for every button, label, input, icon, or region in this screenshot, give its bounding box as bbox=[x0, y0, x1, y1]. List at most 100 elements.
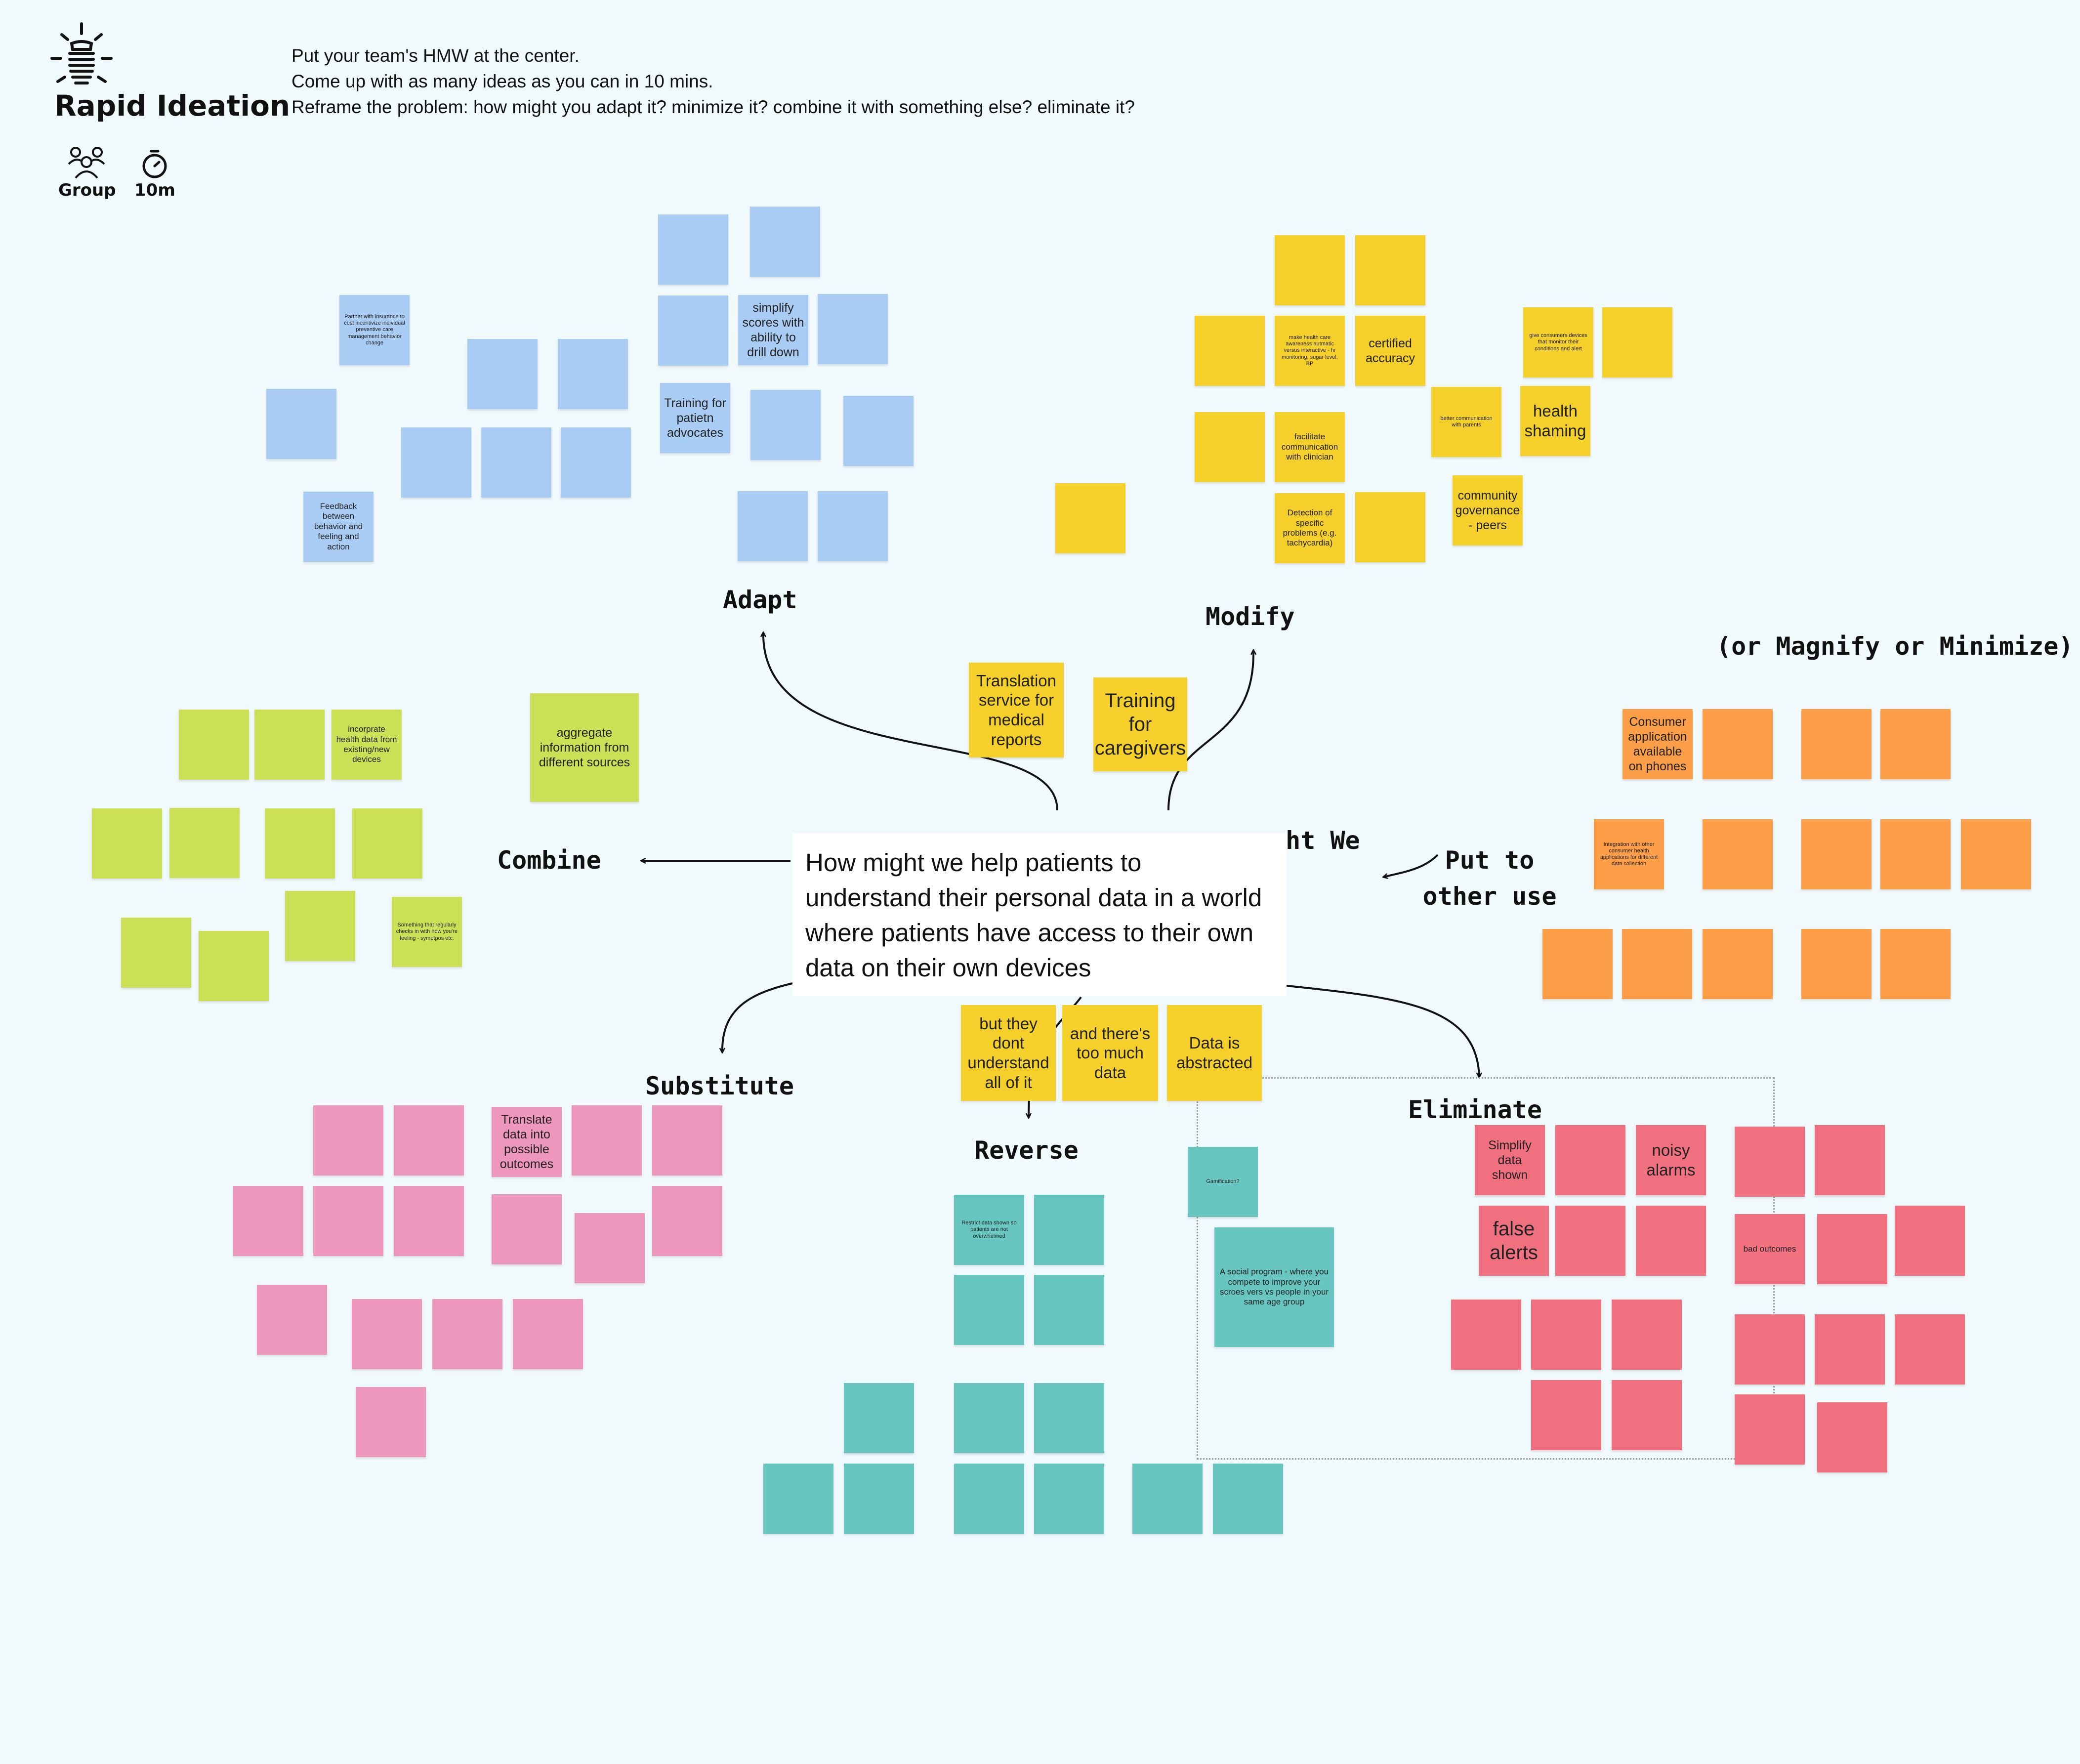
sticky-note[interactable] bbox=[1355, 492, 1425, 562]
sticky-note[interactable] bbox=[1055, 483, 1125, 553]
sticky-note[interactable] bbox=[1703, 819, 1773, 889]
sticky-note[interactable] bbox=[738, 491, 808, 561]
sticky-note[interactable] bbox=[394, 1105, 464, 1176]
sticky-note[interactable] bbox=[121, 918, 191, 988]
sticky-note[interactable] bbox=[481, 427, 551, 498]
sticky-note[interactable] bbox=[750, 207, 820, 277]
sticky-note[interactable] bbox=[818, 491, 888, 561]
sticky-note[interactable]: Restrict data shown so patients are not … bbox=[954, 1195, 1024, 1265]
sticky-note[interactable] bbox=[1275, 235, 1345, 305]
sticky-note[interactable] bbox=[954, 1275, 1024, 1345]
sticky-note[interactable] bbox=[1817, 1402, 1887, 1472]
sticky-note[interactable]: Something that regularly checks in with … bbox=[392, 897, 462, 967]
sticky-note[interactable] bbox=[652, 1105, 722, 1176]
sticky-note[interactable]: Feedback between behavior and feeling an… bbox=[303, 492, 374, 562]
sticky-note[interactable] bbox=[1895, 1206, 1965, 1276]
sticky-note[interactable] bbox=[1531, 1300, 1601, 1370]
hmw-card[interactable]: How might we help patients to understand… bbox=[792, 833, 1287, 996]
sticky-note[interactable] bbox=[1195, 412, 1265, 482]
sticky-note[interactable] bbox=[1555, 1125, 1625, 1195]
sticky-note[interactable] bbox=[1801, 709, 1872, 779]
sticky-note[interactable] bbox=[257, 1285, 327, 1355]
sticky-note[interactable] bbox=[285, 891, 355, 961]
sticky-note[interactable] bbox=[1817, 1214, 1887, 1284]
sticky-note[interactable] bbox=[1735, 1127, 1805, 1197]
sticky-note[interactable]: A social program - where you compete to … bbox=[1214, 1227, 1334, 1347]
sticky-note[interactable] bbox=[658, 214, 728, 285]
sticky-note[interactable]: give consumers devices that monitor thei… bbox=[1523, 307, 1593, 378]
sticky-note[interactable] bbox=[818, 294, 888, 364]
sticky-note[interactable] bbox=[1895, 1314, 1965, 1385]
sticky-note[interactable]: certified accuracy bbox=[1355, 316, 1425, 386]
sticky-note[interactable]: Consumer application available on phones bbox=[1622, 709, 1693, 779]
sticky-note[interactable]: aggregate information from different sou… bbox=[530, 693, 639, 802]
sticky-note[interactable] bbox=[254, 710, 325, 780]
sticky-note[interactable] bbox=[1815, 1125, 1885, 1195]
sticky-note[interactable] bbox=[1132, 1464, 1203, 1534]
sticky-note[interactable]: noisy alarms bbox=[1636, 1125, 1706, 1195]
sticky-note[interactable]: simplify scores with ability to drill do… bbox=[738, 295, 808, 365]
sticky-note[interactable] bbox=[1880, 709, 1951, 779]
sticky-note[interactable]: Detection of specific problems (e.g. tac… bbox=[1275, 493, 1345, 563]
sticky-note[interactable] bbox=[558, 339, 628, 409]
sticky-note[interactable] bbox=[658, 295, 728, 366]
sticky-note[interactable] bbox=[1034, 1464, 1104, 1534]
sticky-note[interactable]: but they dont understand all of it bbox=[961, 1005, 1056, 1101]
sticky-note[interactable] bbox=[750, 390, 821, 460]
sticky-note[interactable] bbox=[1555, 1206, 1625, 1276]
sticky-note[interactable] bbox=[1612, 1380, 1682, 1450]
sticky-note[interactable] bbox=[233, 1186, 303, 1256]
sticky-note[interactable] bbox=[1880, 819, 1951, 889]
sticky-note[interactable] bbox=[1961, 819, 2031, 889]
sticky-note[interactable] bbox=[265, 808, 335, 879]
sticky-note[interactable]: Simplify data shown bbox=[1475, 1125, 1545, 1195]
sticky-note[interactable]: false alerts bbox=[1479, 1206, 1549, 1276]
sticky-note[interactable]: facilitate communication with clinician bbox=[1275, 412, 1345, 482]
sticky-note[interactable] bbox=[432, 1299, 502, 1369]
sticky-note[interactable] bbox=[313, 1186, 383, 1256]
sticky-note[interactable] bbox=[1034, 1383, 1104, 1453]
sticky-note[interactable] bbox=[492, 1194, 562, 1264]
sticky-note[interactable] bbox=[356, 1387, 426, 1457]
sticky-note[interactable]: incorprate health data from existing/new… bbox=[332, 710, 402, 780]
sticky-note[interactable] bbox=[652, 1186, 722, 1256]
sticky-note[interactable] bbox=[954, 1383, 1024, 1453]
sticky-note[interactable] bbox=[954, 1464, 1024, 1534]
sticky-note[interactable] bbox=[169, 808, 240, 878]
sticky-note[interactable]: Training for patietn advocates bbox=[660, 383, 730, 453]
sticky-note[interactable] bbox=[844, 1383, 914, 1453]
sticky-note[interactable] bbox=[561, 427, 631, 498]
sticky-note[interactable] bbox=[513, 1299, 583, 1369]
sticky-note[interactable]: make health care awareness autmatic vers… bbox=[1275, 316, 1345, 386]
sticky-note[interactable] bbox=[1735, 1394, 1805, 1465]
sticky-note[interactable] bbox=[1355, 235, 1425, 305]
sticky-note[interactable] bbox=[179, 710, 249, 780]
sticky-note[interactable] bbox=[1622, 929, 1692, 999]
sticky-note[interactable] bbox=[313, 1105, 383, 1176]
sticky-note[interactable]: Integration with other consumer health a… bbox=[1594, 819, 1664, 889]
sticky-note[interactable]: bad outcomes bbox=[1735, 1214, 1805, 1284]
sticky-note[interactable] bbox=[352, 1299, 422, 1369]
sticky-note[interactable] bbox=[1531, 1380, 1601, 1450]
sticky-note[interactable] bbox=[1815, 1314, 1885, 1385]
sticky-note[interactable] bbox=[1451, 1300, 1521, 1370]
sticky-note[interactable]: Partner with insurance to cost incentivi… bbox=[339, 295, 410, 365]
sticky-note[interactable] bbox=[1034, 1195, 1104, 1265]
sticky-note[interactable] bbox=[843, 396, 914, 466]
sticky-note[interactable] bbox=[1612, 1300, 1682, 1370]
sticky-note[interactable] bbox=[1602, 307, 1672, 378]
sticky-note[interactable]: Translation service for medical reports bbox=[969, 663, 1064, 757]
sticky-note[interactable]: community governance - peers bbox=[1453, 475, 1523, 546]
sticky-note[interactable] bbox=[266, 389, 336, 459]
sticky-note[interactable]: Translate data into possible outcomes bbox=[492, 1107, 562, 1177]
sticky-note[interactable]: Training for caregivers bbox=[1093, 677, 1187, 771]
sticky-note[interactable] bbox=[1542, 929, 1613, 999]
sticky-note[interactable] bbox=[394, 1186, 464, 1256]
sticky-note[interactable] bbox=[575, 1213, 645, 1283]
sticky-note[interactable] bbox=[1213, 1464, 1283, 1534]
sticky-note[interactable] bbox=[1195, 316, 1265, 386]
sticky-note[interactable] bbox=[92, 808, 162, 879]
sticky-note[interactable] bbox=[1703, 709, 1773, 779]
sticky-note[interactable] bbox=[844, 1464, 914, 1534]
